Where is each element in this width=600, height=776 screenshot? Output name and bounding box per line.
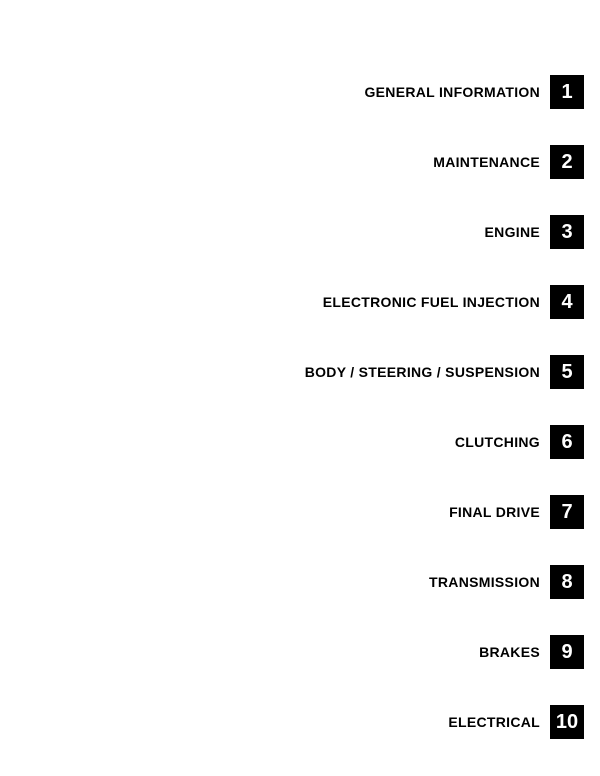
toc-label: GENERAL INFORMATION [364, 84, 540, 100]
toc-tab: 1 [550, 75, 584, 109]
toc-tab: 10 [550, 705, 584, 739]
toc-row: BRAKES 9 [0, 635, 600, 669]
toc-row: TRANSMISSION 8 [0, 565, 600, 599]
toc-label: TRANSMISSION [429, 574, 540, 590]
toc-label: ELECTRICAL [448, 714, 540, 730]
toc-tab: 6 [550, 425, 584, 459]
toc-label: FINAL DRIVE [449, 504, 540, 520]
toc-row: ENGINE 3 [0, 215, 600, 249]
toc-label: ELECTRONIC FUEL INJECTION [323, 294, 540, 310]
toc-row: MAINTENANCE 2 [0, 145, 600, 179]
toc-label: ENGINE [485, 224, 540, 240]
toc-row: BODY / STEERING / SUSPENSION 5 [0, 355, 600, 389]
toc-tab: 5 [550, 355, 584, 389]
toc-tab: 2 [550, 145, 584, 179]
toc-row: CLUTCHING 6 [0, 425, 600, 459]
toc-tab: 8 [550, 565, 584, 599]
toc-tab: 4 [550, 285, 584, 319]
toc-tab: 9 [550, 635, 584, 669]
toc-tab: 3 [550, 215, 584, 249]
table-of-contents: GENERAL INFORMATION 1 MAINTENANCE 2 ENGI… [0, 75, 600, 775]
toc-row: ELECTRONIC FUEL INJECTION 4 [0, 285, 600, 319]
toc-label: CLUTCHING [455, 434, 540, 450]
toc-row: GENERAL INFORMATION 1 [0, 75, 600, 109]
toc-label: MAINTENANCE [433, 154, 540, 170]
toc-label: BODY / STEERING / SUSPENSION [305, 364, 540, 380]
toc-tab: 7 [550, 495, 584, 529]
toc-row: FINAL DRIVE 7 [0, 495, 600, 529]
toc-row: ELECTRICAL 10 [0, 705, 600, 739]
toc-label: BRAKES [479, 644, 540, 660]
